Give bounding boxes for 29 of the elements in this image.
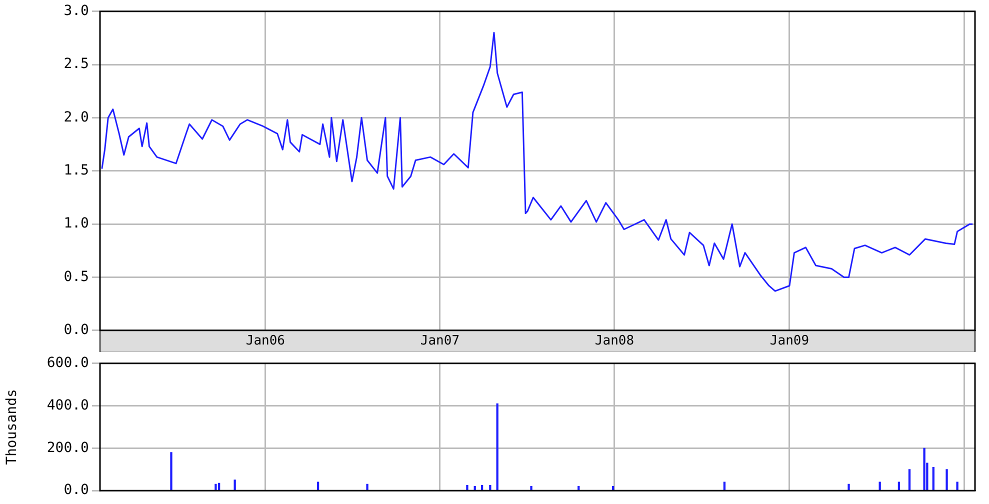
bar <box>530 486 532 490</box>
bar <box>366 484 368 490</box>
y-tick-label: 2.5 <box>64 56 89 72</box>
bar <box>466 484 468 490</box>
x-tick-label: Jan07 <box>420 334 460 349</box>
y-tick-label: 3.0 <box>64 3 89 20</box>
y-tick-label: 600.0 <box>46 355 89 372</box>
bar <box>923 448 926 490</box>
bar <box>908 469 911 490</box>
bar <box>234 480 236 490</box>
y-tick-label: 200.0 <box>46 440 89 456</box>
y-tick-label: 0.0 <box>64 322 89 338</box>
y-tick-label: 2.0 <box>64 109 89 126</box>
bar <box>848 484 850 490</box>
x-tick-label: Jan06 <box>246 334 286 349</box>
bar <box>214 484 217 490</box>
x-tick-label: Jan08 <box>594 334 634 349</box>
y-tick-label: 1.0 <box>64 216 89 232</box>
bar <box>946 469 948 490</box>
bar <box>170 452 172 490</box>
y-tick-label: 0.5 <box>64 268 89 285</box>
bar <box>496 403 498 490</box>
y-tick-label: 1.5 <box>64 162 89 179</box>
x-tick-label: Jan09 <box>770 334 810 349</box>
y-tick-label: 0.0 <box>64 482 89 498</box>
bar <box>932 466 934 490</box>
bar <box>956 482 958 490</box>
y-axis-title: Thousands <box>4 389 20 465</box>
y-tick-label: 400.0 <box>46 397 89 414</box>
